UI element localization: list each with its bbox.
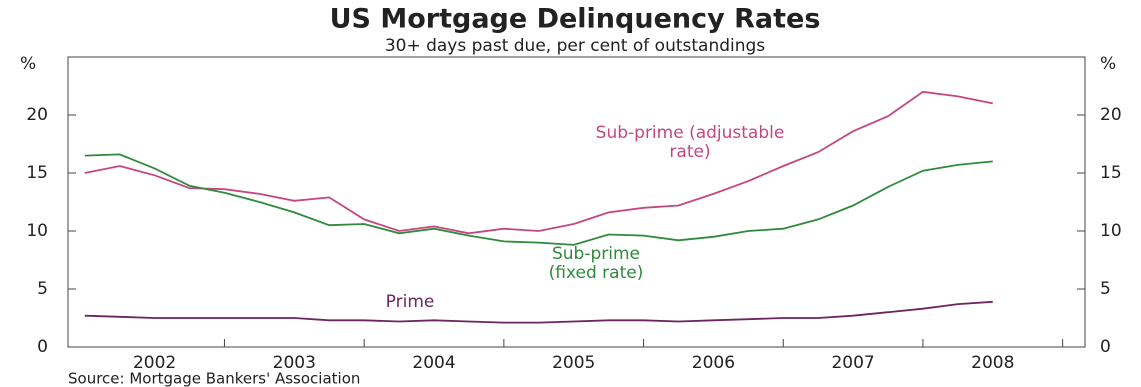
x-tick-label: 2008 (971, 353, 1014, 373)
series-label: Prime (385, 292, 435, 312)
y-tick-label: 15 (26, 163, 48, 183)
y-tick-label: 10 (26, 221, 48, 241)
chart-subtitle: 30+ days past due, per cent of outstandi… (385, 36, 765, 56)
y2-tick-label: 5 (1100, 279, 1111, 299)
x-tick-label: 2002 (133, 353, 176, 373)
series-label: Sub-prime (adjustable rate) (595, 123, 785, 162)
y2-tick-label: 0 (1100, 337, 1111, 357)
series-label: Sub-prime (fixed rate) (548, 244, 644, 283)
y-tick-label: 0 (37, 337, 48, 357)
x-tick-label: 2004 (412, 353, 455, 373)
series-line (84, 153, 993, 246)
x-tick-label: 2005 (552, 353, 595, 373)
source-note: Source: Mortgage Bankers' Association (68, 370, 360, 387)
plot-frame (67, 56, 1086, 348)
y-tick-label: 20 (26, 105, 48, 125)
y2-axis-label: % (1100, 54, 1116, 74)
x-tick-label: 2006 (692, 353, 735, 373)
x-tick-label: 2003 (273, 353, 316, 373)
y-axis-label: % (20, 54, 36, 74)
y-tick-label: 5 (37, 279, 48, 299)
y2-tick-label: 10 (1100, 221, 1122, 241)
y2-tick-label: 20 (1100, 105, 1122, 125)
y2-tick-label: 15 (1100, 163, 1122, 183)
chart-title: US Mortgage Delinquency Rates (330, 4, 821, 35)
series-line (84, 90, 993, 235)
x-tick-label: 2007 (831, 353, 874, 373)
series-line (84, 300, 993, 324)
